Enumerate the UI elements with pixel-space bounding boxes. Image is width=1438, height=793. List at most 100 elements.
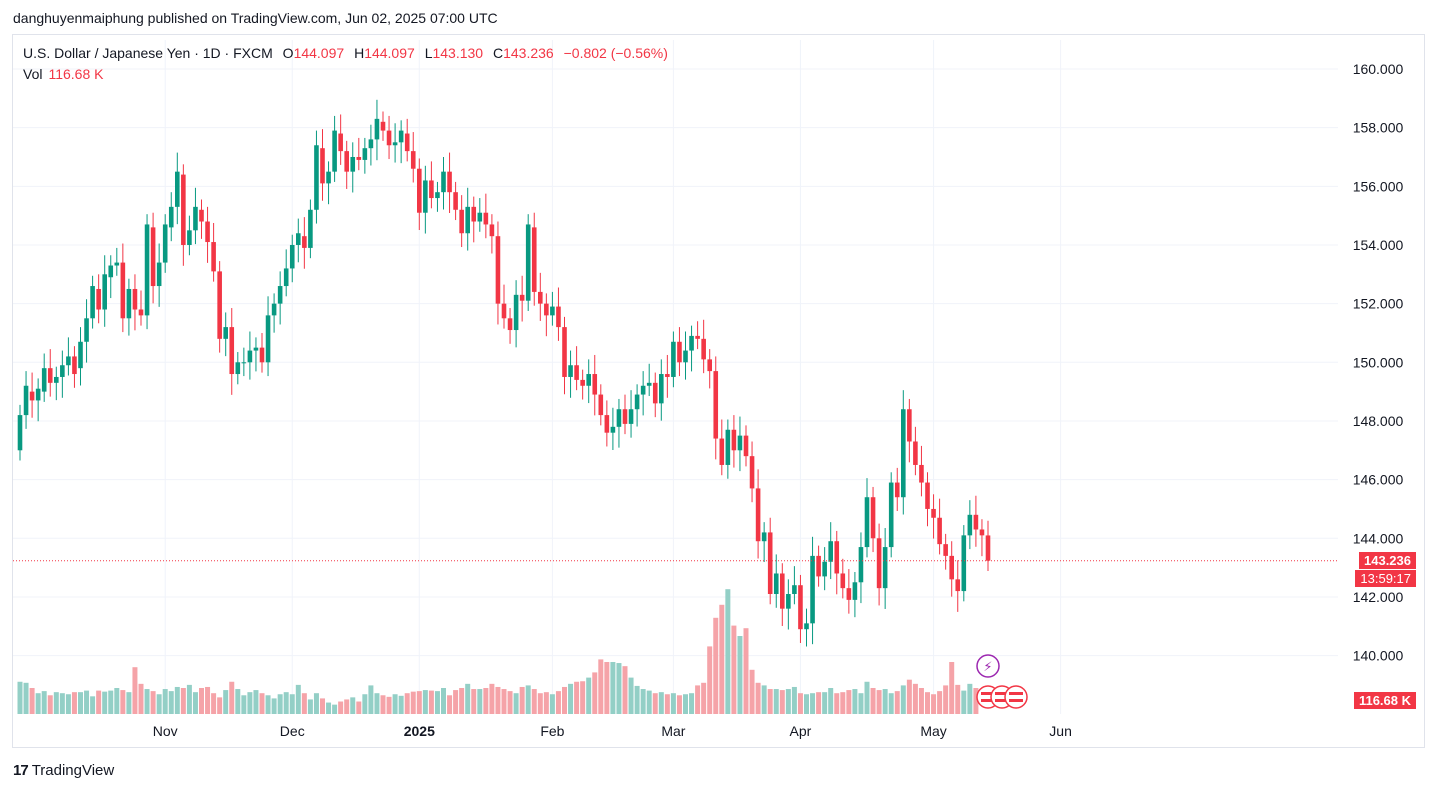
- candle-body: [634, 394, 640, 410]
- volume-bar: [132, 667, 138, 714]
- volume-bar: [29, 688, 35, 714]
- volume-bar: [592, 672, 598, 714]
- volume-bar: [652, 693, 658, 714]
- brand-name: TradingView: [31, 762, 115, 779]
- candle-body: [652, 382, 658, 404]
- volume-bar: [144, 689, 150, 714]
- candle-body: [501, 303, 507, 319]
- candle-body: [229, 327, 235, 375]
- volume-bar: [943, 685, 949, 714]
- volume-bar: [604, 662, 610, 714]
- volume-label: Vol: [23, 66, 43, 82]
- candle-body: [175, 171, 180, 207]
- candle-body: [72, 356, 77, 375]
- volume-bar: [313, 693, 319, 714]
- candle-body: [265, 315, 271, 363]
- candle-body: [640, 385, 646, 395]
- volume-bar: [949, 662, 955, 714]
- candle-body: [362, 148, 368, 160]
- volume-bar: [664, 694, 670, 714]
- volume-bar: [138, 683, 144, 714]
- candle-body: [695, 335, 700, 339]
- time-tick-label: Feb: [540, 723, 564, 739]
- candle-body: [804, 623, 809, 630]
- volume-bar: [537, 693, 543, 714]
- price-tick-label: 140.000: [1353, 648, 1404, 664]
- candle-body: [277, 286, 283, 304]
- volume-bar: [828, 688, 834, 714]
- candle-body: [199, 209, 204, 222]
- time-tick-label: Dec: [280, 723, 305, 739]
- candle-body: [356, 156, 362, 160]
- volume-bar: [743, 628, 749, 714]
- change-value: −0.802 (−0.56%): [563, 45, 668, 61]
- close-value: 143.236: [503, 45, 554, 61]
- candle-body: [550, 306, 555, 316]
- volume-bar: [17, 681, 23, 714]
- time-tick-label: 2025: [404, 723, 435, 739]
- candle-body: [392, 142, 398, 146]
- volume-bar: [852, 689, 858, 714]
- low-label: L: [424, 45, 433, 61]
- volume-bar: [683, 694, 688, 714]
- volume-bar: [398, 695, 404, 714]
- candle-body: [737, 435, 743, 451]
- candle-body: [646, 382, 652, 386]
- candle-body: [761, 532, 767, 542]
- candle-body: [810, 555, 815, 624]
- candle-body: [404, 133, 410, 152]
- volume-bar: [271, 698, 277, 714]
- volume-bar: [640, 689, 646, 714]
- candle-body: [332, 130, 337, 172]
- volume-bar: [102, 691, 108, 714]
- volume-bar: [47, 695, 53, 714]
- footer-brand[interactable]: 17 TradingView: [13, 762, 114, 779]
- volume-bar: [344, 699, 350, 714]
- candle-body: [241, 362, 247, 364]
- candle-body: [943, 544, 948, 556]
- volume-bar: [301, 693, 307, 714]
- candle-body: [17, 415, 23, 451]
- volume-bar: [235, 689, 241, 714]
- volume-bar: [320, 698, 325, 714]
- candle-body: [973, 514, 979, 530]
- time-tick-label: Apr: [790, 723, 812, 739]
- candle-body: [320, 148, 325, 184]
- chart-frame[interactable]: [12, 34, 1425, 748]
- candle-body: [828, 541, 833, 562]
- volume-bar: [906, 679, 912, 714]
- candle-body: [108, 265, 114, 278]
- volume-bar: [483, 688, 489, 714]
- volume-legend[interactable]: Vol 116.68 K: [23, 66, 103, 82]
- candle-body: [671, 341, 676, 377]
- candle-body: [725, 429, 731, 465]
- bolt-glyph: ⚡: [983, 660, 992, 675]
- candle-body: [677, 341, 682, 363]
- candle-body: [780, 573, 785, 609]
- volume-bar: [289, 694, 295, 714]
- flag-stripe: [995, 699, 1009, 702]
- candle-body: [84, 318, 89, 342]
- symbol-title[interactable]: U.S. Dollar / Japanese Yen · 1D · FXCM: [23, 45, 273, 61]
- candle-body: [610, 426, 616, 433]
- candle-body: [955, 579, 961, 592]
- time-tick-label: Mar: [661, 723, 685, 739]
- volume-bar: [350, 697, 356, 714]
- price-tick-label: 160.000: [1353, 61, 1404, 77]
- candle-body: [755, 488, 761, 542]
- ohlc-legend[interactable]: U.S. Dollar / Japanese Yen · 1D · FXCM O…: [23, 45, 668, 61]
- high-value: 144.097: [364, 45, 415, 61]
- price-axis: 160.000 158.000 156.000 154.000 152.000 150.0…: [1353, 61, 1404, 664]
- candle-body: [429, 180, 434, 199]
- volume-bar: [229, 681, 235, 714]
- volume-bar: [199, 688, 204, 714]
- candle-body: [907, 409, 912, 442]
- time-tick-label: Nov: [153, 723, 178, 739]
- volume-bar: [549, 694, 555, 714]
- volume-bar: [356, 701, 362, 714]
- volume-bar: [676, 695, 682, 714]
- volume-bar: [918, 688, 924, 714]
- volume-bar: [876, 690, 882, 714]
- candle-body: [822, 561, 827, 577]
